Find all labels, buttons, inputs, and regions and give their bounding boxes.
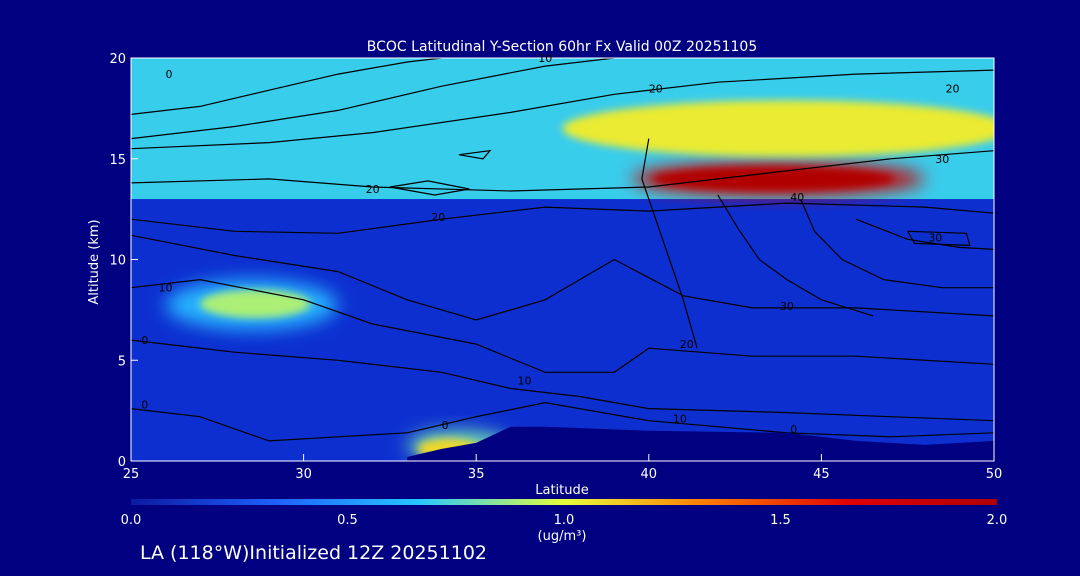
contour-line (131, 234, 994, 321)
contour-line (458, 149, 492, 160)
fill-accent (200, 289, 311, 318)
colorbar-tick-label: 1.5 (770, 513, 791, 528)
contour-line (131, 150, 994, 192)
y-tick-label: 20 (109, 52, 126, 67)
contour-label: 20 (431, 211, 445, 224)
x-tick-label: 45 (813, 467, 830, 482)
terrain (407, 426, 994, 461)
contour-line (907, 230, 971, 247)
contour-label: 0 (790, 423, 797, 436)
contour-label: 0 (442, 419, 449, 432)
y-axis-label: Altitude (km) (87, 219, 102, 304)
concentration-fills (131, 58, 994, 461)
colorbar-tick-label: 0.5 (337, 513, 358, 528)
contour-label: 30 (928, 231, 942, 244)
contour-label: 10 (159, 282, 173, 295)
colorbar-tick-label: 1.0 (554, 513, 575, 528)
x-tick-label: 35 (468, 467, 485, 482)
contour-label: 10 (673, 413, 687, 426)
fill-accent (652, 167, 894, 190)
contour-label: 20 (946, 82, 960, 95)
contour-label: 20 (649, 82, 663, 95)
contour-label: 30 (780, 300, 794, 313)
contour-label: 20 (366, 183, 380, 196)
plot-area (131, 58, 994, 461)
contour-label: 0 (165, 68, 172, 81)
x-axis: 25 30 35 40 45 50 (123, 454, 1003, 482)
contour-line (855, 218, 994, 250)
contour-line (131, 202, 994, 234)
contour-lines (131, 58, 994, 442)
colorbar-tick-label: 0.0 (121, 513, 142, 528)
contour-label: 30 (935, 153, 949, 166)
contour-line (131, 401, 994, 442)
colorbar (131, 499, 997, 505)
contour-line (641, 138, 698, 349)
footer-init-text: LA (118°W)Initialized 12Z 20251102 (140, 542, 487, 564)
x-tick-label: 50 (986, 467, 1003, 482)
contour-line (131, 69, 994, 150)
contour-line (717, 194, 874, 317)
chart-title: BCOC Latitudinal Y-Section 60hr Fx Valid… (367, 39, 757, 55)
contour-line (131, 278, 994, 373)
contour-label: 10 (518, 374, 532, 387)
contour-label: 10 (538, 52, 552, 65)
x-tick-label: 40 (641, 467, 658, 482)
colorbar-tick-label: 2.0 (987, 513, 1008, 528)
contour-line (389, 180, 470, 196)
contour-line (800, 198, 994, 289)
y-axis: 0 5 10 15 20 (109, 52, 138, 470)
x-tick-label: 30 (295, 467, 312, 482)
contour-line (131, 339, 994, 422)
y-tick-label: 0 (118, 455, 126, 470)
contour-line (131, 58, 447, 115)
contour-line (131, 58, 620, 140)
x-tick-label: 25 (123, 467, 140, 482)
y-tick-label: 10 (109, 254, 126, 269)
contour-labels: 0 10 20 20 30 20 40 20 30 10 30 0 20 10 0 10 0 0 (141, 52, 959, 436)
contour-label: 40 (790, 191, 804, 204)
contour-label: 0 (141, 399, 148, 412)
y-tick-label: 15 (109, 153, 126, 168)
colorbar-unit: (ug/m³) (538, 529, 587, 544)
fill-accent (562, 100, 994, 157)
contour-label: 0 (141, 334, 148, 347)
colorbar-ticks: 0.0 0.5 1.0 1.5 2.0 (121, 513, 1008, 528)
y-tick-label: 5 (118, 354, 126, 369)
contour-label: 20 (680, 338, 694, 351)
x-axis-label: Latitude (535, 483, 589, 498)
